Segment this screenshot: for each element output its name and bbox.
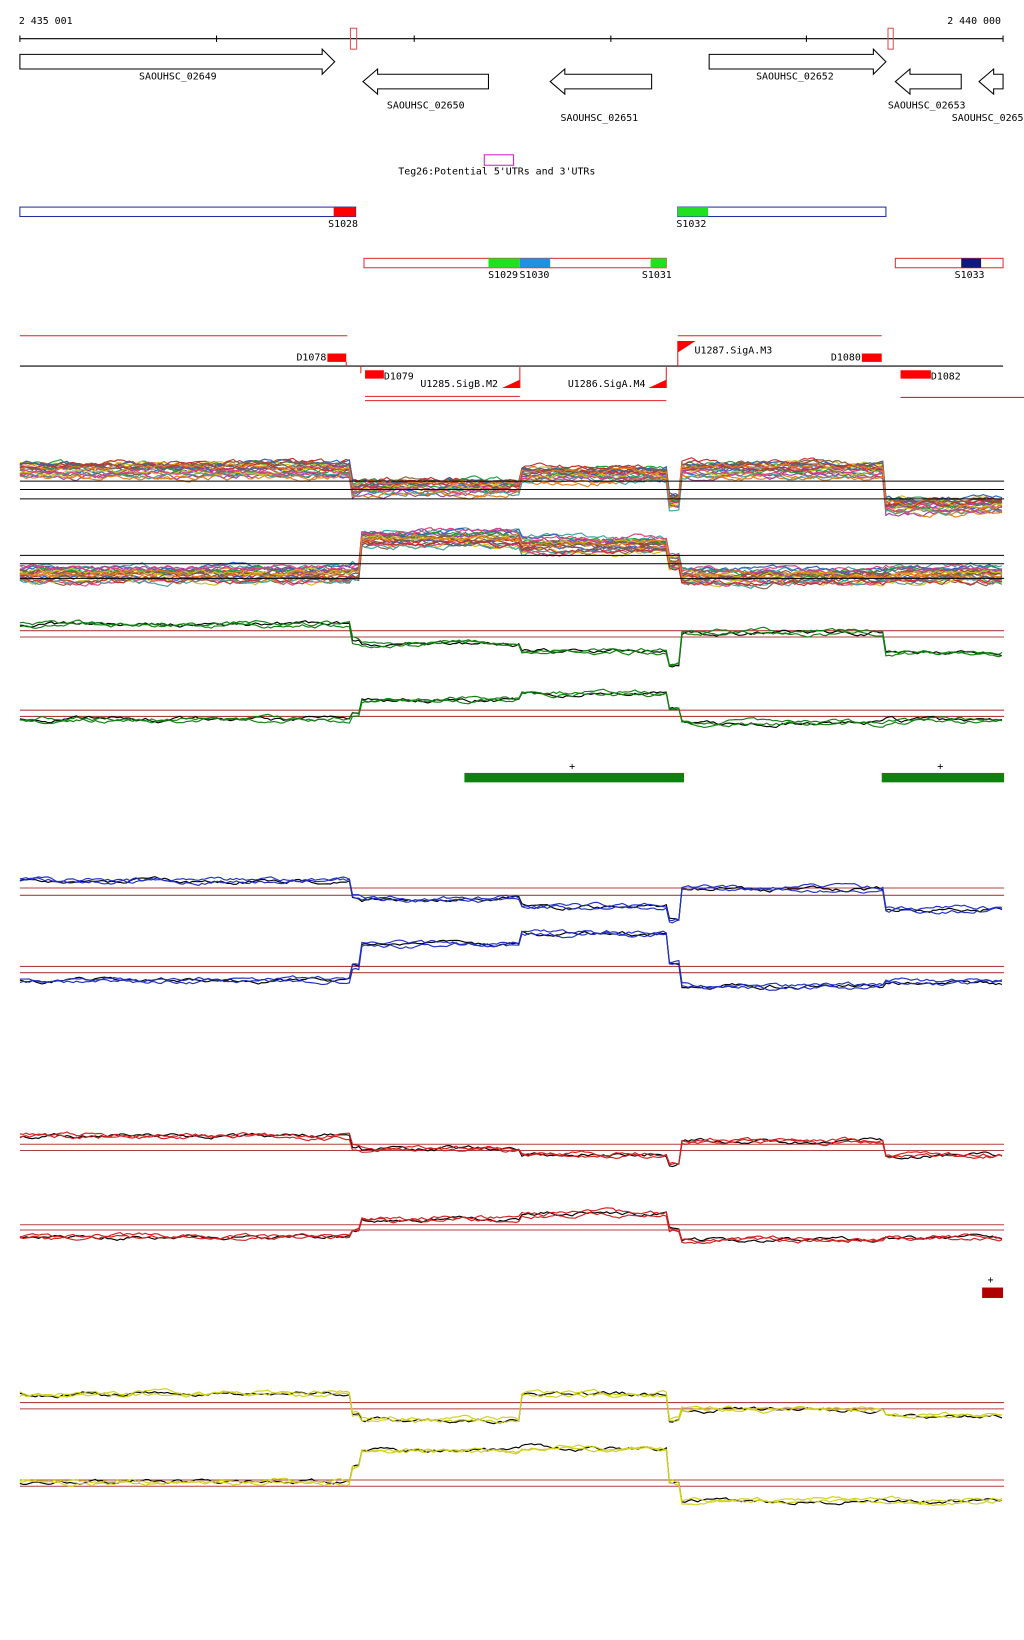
segment <box>19 206 357 218</box>
label: S1029 <box>488 270 518 281</box>
trace <box>19 1212 1003 1245</box>
trace <box>19 462 1003 510</box>
trace <box>19 469 1003 516</box>
region-marker <box>349 27 358 50</box>
segment <box>519 258 551 268</box>
trace <box>19 1207 1003 1244</box>
segment-bars <box>19 206 1004 269</box>
label: 2 435 001 <box>19 16 73 27</box>
trace <box>19 539 1003 587</box>
gene-arrow <box>362 67 489 96</box>
trace <box>19 691 1003 729</box>
gene-arrow <box>19 47 336 76</box>
label: SAOUHSC_0265 <box>952 113 1024 124</box>
label: SAOUHSC_02652 <box>756 71 834 82</box>
trace <box>19 527 1003 575</box>
label: U1286.SigA.M4 <box>568 379 646 390</box>
segment <box>677 207 709 217</box>
expression-block <box>982 1287 1004 1298</box>
feature <box>327 353 347 362</box>
trace <box>19 1445 1003 1506</box>
segment <box>333 207 356 217</box>
segment <box>961 258 982 268</box>
trace <box>19 931 1003 991</box>
expression-block <box>464 772 685 783</box>
trace <box>19 876 1003 924</box>
feature-track <box>19 335 1024 402</box>
trace <box>19 619 1003 666</box>
trace <box>19 1132 1003 1166</box>
trace <box>19 876 1003 922</box>
trace <box>19 1131 1003 1165</box>
utr-box <box>483 154 515 166</box>
trace <box>19 1390 1003 1425</box>
gene-arrow <box>708 47 887 76</box>
feature-lines <box>19 335 1024 402</box>
trace <box>19 533 1003 581</box>
labels: 2 435 001 2 440 000 SAOUHSC_02649 SAOUHSC_0… <box>19 16 1024 1286</box>
trace <box>19 1390 1003 1425</box>
label: Teg26:Potential 5'UTRs and 3'UTRs <box>398 167 595 178</box>
trace <box>19 459 1003 504</box>
label: SAOUHSC_02653 <box>888 101 966 112</box>
trace <box>19 929 1003 989</box>
segment <box>894 257 1004 269</box>
label: S1031 <box>642 270 672 281</box>
feature <box>861 353 882 362</box>
label: U1285.SigB.M2 <box>420 379 498 390</box>
label: + <box>937 762 943 773</box>
label: + <box>988 1275 994 1286</box>
trace <box>19 688 1003 726</box>
label: 2 440 000 <box>947 16 1001 27</box>
expression-block <box>881 772 1005 783</box>
label: U1287.SigA.M3 <box>695 345 773 356</box>
trace <box>19 622 1003 667</box>
gene-arrow <box>894 67 962 96</box>
label: SAOUHSC_02650 <box>387 101 465 112</box>
segment <box>488 258 520 268</box>
segment <box>677 206 887 218</box>
region-marker <box>887 27 894 50</box>
trace <box>19 1132 1003 1168</box>
ruler <box>19 27 1004 50</box>
label: S1033 <box>955 270 985 281</box>
trace <box>19 468 1003 514</box>
gene-arrow <box>978 67 1004 96</box>
label: + <box>569 762 575 773</box>
trace <box>19 1444 1003 1505</box>
label: D1079 <box>384 372 414 383</box>
label: S1028 <box>328 219 358 230</box>
feature-stems <box>345 340 679 389</box>
trace <box>19 527 1003 574</box>
label: S1032 <box>676 219 706 230</box>
label: SAOUHSC_02651 <box>561 113 639 124</box>
segment <box>650 258 667 268</box>
trace <box>19 1388 1003 1421</box>
label: D1078 <box>296 353 326 364</box>
trace <box>19 471 1003 517</box>
gene-arrow <box>549 67 653 96</box>
feature <box>900 370 931 379</box>
label: SAOUHSC_02649 <box>139 71 217 82</box>
label: D1080 <box>831 353 861 364</box>
label: S1030 <box>520 270 550 281</box>
feature <box>365 370 384 379</box>
gene-arrows <box>19 47 1004 96</box>
traces <box>19 457 1005 1506</box>
ruler-ticks <box>19 35 1004 42</box>
label: D1082 <box>931 372 961 383</box>
